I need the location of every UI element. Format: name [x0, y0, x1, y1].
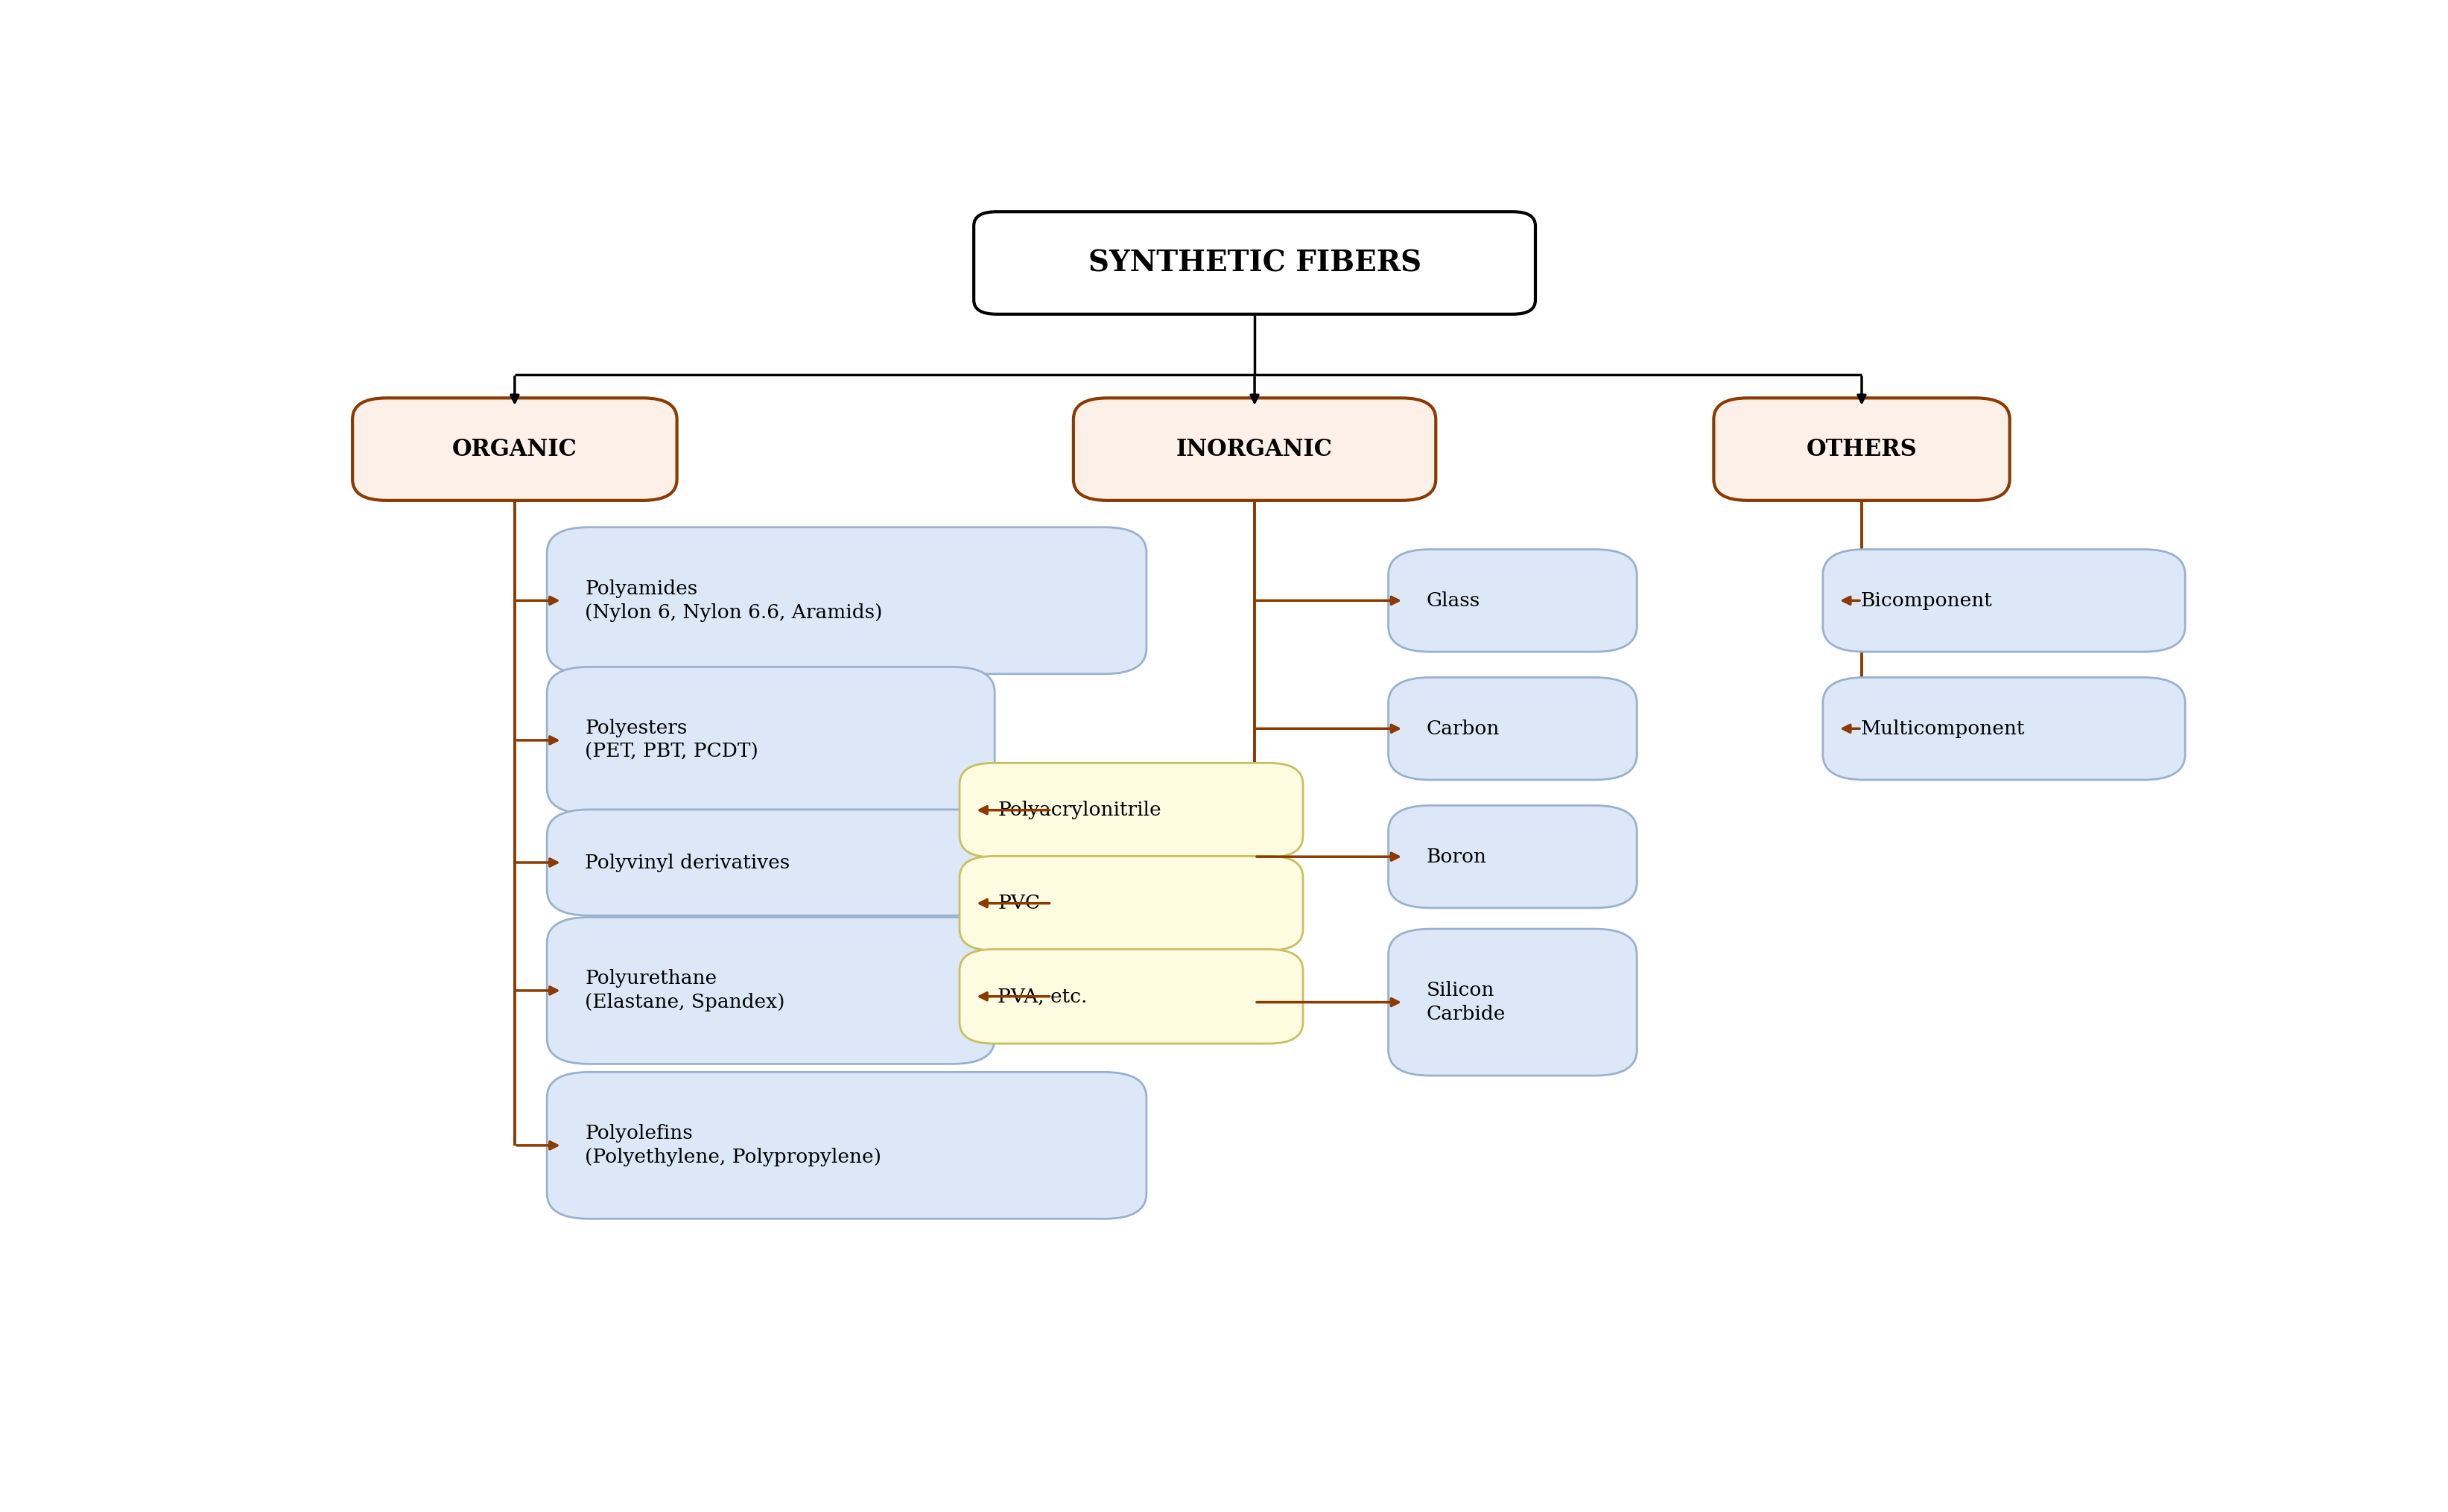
FancyBboxPatch shape [960, 764, 1302, 857]
FancyBboxPatch shape [1388, 928, 1638, 1075]
Text: Polyurethane
(Elastane, Spandex): Polyurethane (Elastane, Spandex) [585, 969, 786, 1012]
Text: Multicomponent: Multicomponent [1860, 720, 2024, 738]
FancyBboxPatch shape [546, 667, 994, 813]
FancyBboxPatch shape [960, 950, 1302, 1043]
Text: Polyesters
(PET, PBT, PCDT): Polyesters (PET, PBT, PCDT) [585, 720, 759, 762]
Text: PVC: PVC [996, 894, 1040, 913]
Text: Polyolefins
(Polyethylene, Polypropylene): Polyolefins (Polyethylene, Polypropylene… [585, 1125, 881, 1167]
Text: Silicon
Carbide: Silicon Carbide [1427, 981, 1506, 1024]
FancyBboxPatch shape [1824, 549, 2186, 652]
FancyBboxPatch shape [1388, 806, 1638, 907]
FancyBboxPatch shape [546, 918, 994, 1064]
Text: OTHERS: OTHERS [1807, 437, 1917, 461]
FancyBboxPatch shape [546, 528, 1146, 674]
FancyBboxPatch shape [960, 856, 1302, 951]
FancyBboxPatch shape [1714, 398, 2010, 500]
FancyBboxPatch shape [1388, 549, 1638, 652]
Text: Glass: Glass [1427, 591, 1481, 609]
Text: Boron: Boron [1427, 847, 1486, 866]
FancyBboxPatch shape [1072, 398, 1437, 500]
Text: Polyvinyl derivatives: Polyvinyl derivatives [585, 853, 791, 872]
Text: INORGANIC: INORGANIC [1177, 437, 1332, 461]
Text: PVA, etc.: PVA, etc. [996, 987, 1087, 1005]
Text: ORGANIC: ORGANIC [453, 437, 578, 461]
Text: Polyamides
(Nylon 6, Nylon 6.6, Aramids): Polyamides (Nylon 6, Nylon 6.6, Aramids) [585, 579, 884, 621]
FancyBboxPatch shape [974, 212, 1535, 314]
FancyBboxPatch shape [546, 1072, 1146, 1219]
FancyBboxPatch shape [546, 809, 994, 915]
FancyBboxPatch shape [353, 398, 678, 500]
Text: SYNTHETIC FIBERS: SYNTHETIC FIBERS [1087, 249, 1422, 277]
Text: Carbon: Carbon [1427, 720, 1501, 738]
Text: Bicomponent: Bicomponent [1860, 591, 1993, 609]
FancyBboxPatch shape [1824, 677, 2186, 780]
Text: Polyacrylonitrile: Polyacrylonitrile [996, 801, 1160, 820]
FancyBboxPatch shape [1388, 677, 1638, 780]
